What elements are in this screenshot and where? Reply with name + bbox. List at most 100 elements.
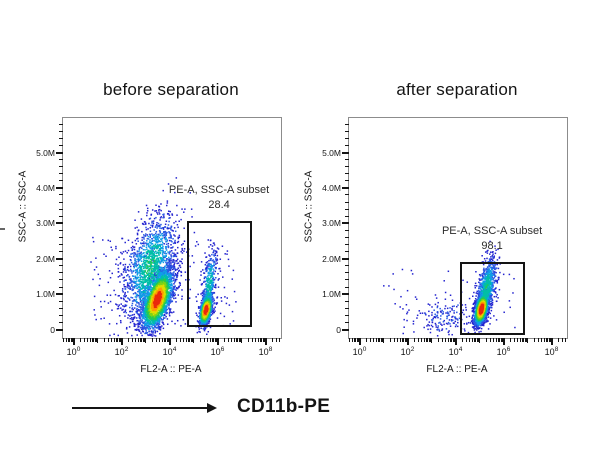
x-minor-tick (185, 338, 187, 342)
y-minor-tick (59, 300, 63, 302)
gate-name: PE-A, SSC-A subset (441, 224, 543, 237)
x-minor-tick (95, 338, 97, 342)
x-minor-tick (442, 338, 444, 342)
x-minor-tick (279, 338, 281, 342)
gate-rect-after (459, 261, 525, 335)
x-minor-tick (438, 338, 440, 342)
y-minor-tick (59, 236, 63, 238)
x-minor-tick (500, 338, 502, 342)
y-minor-tick (59, 314, 63, 316)
x-minor-tick (451, 338, 453, 342)
x-minor-tick (213, 338, 215, 342)
y-minor-tick (345, 286, 349, 288)
x-major-tick (358, 338, 361, 345)
x-minor-tick (272, 338, 274, 342)
x-minor-tick (209, 338, 211, 342)
x-minor-tick (499, 338, 501, 342)
x-minor-tick (128, 338, 130, 342)
x-minor-tick (510, 338, 512, 342)
x-tick-label: 100 (352, 346, 367, 357)
x-minor-tick (453, 338, 455, 342)
y-minor-tick (345, 314, 349, 316)
y-tick-label: 0 (50, 324, 55, 335)
y-tick-label: 1.0M (36, 289, 55, 300)
y-tick-label: 4.0M (36, 182, 55, 193)
x-minor-tick (562, 338, 564, 342)
y-minor-tick (345, 159, 349, 161)
gate-percent: 98.1 (481, 239, 503, 252)
x-minor-tick (373, 338, 375, 342)
x-minor-tick (191, 338, 193, 342)
x-major-tick (406, 338, 409, 345)
x-minor-tick (380, 338, 382, 342)
x-minor-tick (521, 338, 523, 342)
x-minor-tick (139, 338, 141, 342)
x-minor-tick (401, 338, 403, 342)
x-minor-tick (167, 338, 169, 342)
x-tick-label: 106 (210, 346, 225, 357)
x-minor-tick (427, 338, 429, 342)
x-tick-label: 104 (162, 346, 177, 357)
x-minor-tick (200, 338, 202, 342)
x-minor-tick (104, 338, 106, 342)
y-tick-label: 3.0M (36, 218, 55, 229)
y-minor-tick (345, 229, 349, 231)
x-minor-tick (449, 338, 451, 342)
y-minor-tick (345, 123, 349, 125)
x-minor-tick (166, 338, 168, 342)
x-minor-tick (541, 338, 543, 342)
x-major-tick (502, 338, 505, 345)
y-minor-tick (59, 251, 63, 253)
x-medium-tick (240, 338, 243, 343)
x-tick-label: 108 (544, 346, 559, 357)
x-minor-tick (115, 338, 117, 342)
x-minor-tick (425, 338, 427, 342)
x-major-tick (454, 338, 457, 345)
y-minor-tick (345, 215, 349, 217)
y-minor-tick (345, 173, 349, 175)
x-axis-label-before: FL2-A :: PE-A (140, 364, 202, 375)
x-minor-tick (143, 338, 145, 342)
x-tick-label: 102 (114, 346, 129, 357)
x-minor-tick (452, 338, 454, 342)
x-minor-tick (475, 338, 477, 342)
x-minor-tick (466, 338, 468, 342)
x-minor-tick (525, 338, 527, 342)
x-minor-tick (118, 338, 120, 342)
x-minor-tick (187, 338, 189, 342)
y-minor-tick (345, 251, 349, 253)
y-minor-tick (345, 236, 349, 238)
x-minor-tick (183, 338, 185, 342)
x-minor-tick (113, 338, 115, 342)
x-minor-tick (477, 338, 479, 342)
x-axis-label-after: FL2-A :: PE-A (426, 364, 488, 375)
x-minor-tick (70, 338, 72, 342)
x-minor-tick (207, 338, 209, 342)
x-minor-tick (558, 338, 560, 342)
y-minor-tick (345, 272, 349, 274)
y-minor-tick (59, 208, 63, 210)
y-minor-tick (59, 159, 63, 161)
x-minor-tick (429, 338, 431, 342)
x-minor-tick (428, 338, 430, 342)
x-minor-tick (423, 338, 425, 342)
y-minor-tick (345, 307, 349, 309)
x-minor-tick (248, 338, 250, 342)
y-major-tick (56, 257, 63, 260)
y-tick-label: 2.0M (36, 253, 55, 264)
x-minor-tick (356, 338, 358, 342)
x-minor-tick (235, 338, 237, 342)
x-minor-tick (71, 338, 73, 342)
x-minor-tick (534, 338, 536, 342)
plot-before: PE-A, SSC-A subset 28.4 0 1.0M 2.0M 3.0M 4.0… (36, 117, 282, 357)
x-minor-tick (67, 338, 69, 342)
y-minor-tick (345, 244, 349, 246)
x-minor-tick (119, 338, 121, 342)
x-minor-tick (565, 338, 567, 342)
gate-rect-before (186, 221, 252, 328)
y-minor-tick (59, 286, 63, 288)
x-minor-tick (486, 338, 488, 342)
y-axis-label-after: SSC-A :: SSC-A (303, 170, 315, 243)
y-minor-tick (59, 321, 63, 323)
